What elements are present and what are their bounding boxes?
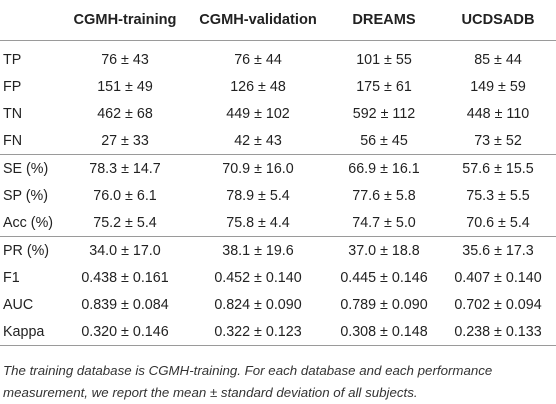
column-header-cgmh-training: CGMH-training (62, 0, 188, 41)
header-row: CGMH-training CGMH-validation DREAMS UCD… (0, 0, 556, 41)
table-row: SP (%) 76.0 ± 6.1 78.9 ± 5.4 77.6 ± 5.8 75.3… (0, 182, 556, 209)
table-cell: 0.445 ± 0.146 (340, 269, 428, 286)
table-row: TP 76 ± 43 76 ± 44 101 ± 55 85 ± 44 (0, 41, 556, 74)
table-cell: 57.6 ± 15.5 (462, 160, 534, 177)
table-row: PR (%) 34.0 ± 17.0 38.1 ± 19.6 37.0 ± 18.8 3… (0, 237, 556, 265)
table-cell: 37.0 ± 18.8 (348, 242, 420, 259)
row-label: PR (%) (3, 242, 50, 259)
table-row: TN 462 ± 68 449 ± 102 592 ± 112 448 ± 110 (0, 100, 556, 127)
table-cell: 0.452 ± 0.140 (214, 269, 302, 286)
table-cell: 0.702 ± 0.094 (454, 296, 542, 313)
table-row: SE (%) 78.3 ± 14.7 70.9 ± 16.0 66.9 ± 16.1 5… (0, 155, 556, 183)
table-cell: 38.1 ± 19.6 (222, 242, 294, 259)
row-label: FP (3, 78, 22, 95)
table-cell: 0.238 ± 0.133 (440, 318, 556, 346)
table-row: FN 27 ± 33 42 ± 43 56 ± 45 73 ± 52 (0, 127, 556, 155)
table-row: AUC 0.839 ± 0.084 0.824 ± 0.090 0.789 ± 0.0… (0, 291, 556, 318)
table-cell: 0.824 ± 0.090 (214, 296, 302, 313)
table-cell: 34.0 ± 17.0 (89, 242, 161, 259)
table-cell: 0.320 ± 0.146 (62, 318, 188, 346)
table-cell: 77.6 ± 5.8 (352, 187, 416, 204)
table-cell: 175 ± 61 (356, 78, 412, 95)
column-header-cgmh-validation: CGMH-validation (188, 0, 328, 41)
table-cell: 126 ± 48 (230, 78, 286, 95)
table-cell: 35.6 ± 17.3 (462, 242, 534, 259)
table-cell: 75.3 ± 5.5 (466, 187, 530, 204)
table-cell: 0.308 ± 0.148 (328, 318, 440, 346)
table-cell: 101 ± 55 (356, 52, 412, 68)
table-cell: 0.839 ± 0.084 (81, 296, 169, 313)
table-cell: 76 ± 43 (101, 52, 149, 68)
column-header-ucdsadb: UCDSADB (440, 0, 556, 41)
row-label: SP (%) (3, 187, 49, 204)
table-body: TP 76 ± 43 76 ± 44 101 ± 55 85 ± 44 FP 151 ± 4… (0, 41, 556, 346)
header-corner (0, 0, 62, 41)
table-cell: 592 ± 112 (352, 105, 416, 122)
table-cell: 27 ± 33 (62, 127, 188, 155)
table-cell: 151 ± 49 (97, 78, 153, 95)
table-cell: 85 ± 44 (474, 52, 522, 68)
table-cell: 74.7 ± 5.0 (328, 209, 440, 237)
table-cell: 70.6 ± 5.4 (440, 209, 556, 237)
table-header: CGMH-training CGMH-validation DREAMS UCD… (0, 0, 556, 41)
table-row: F1 0.438 ± 0.161 0.452 ± 0.140 0.445 ± 0.14… (0, 264, 556, 291)
table-cell: 448 ± 110 (466, 105, 530, 122)
table-footnote: The training database is CGMH-training. … (3, 363, 493, 400)
table-cell: 0.322 ± 0.123 (188, 318, 328, 346)
table-cell: 78.3 ± 14.7 (89, 160, 161, 177)
row-label: TP (3, 52, 22, 68)
row-label: AUC (3, 296, 34, 313)
table-row: Acc (%) 75.2 ± 5.4 75.8 ± 4.4 74.7 ± 5.0 70.… (0, 209, 556, 237)
table-cell: 75.8 ± 4.4 (188, 209, 328, 237)
table-row: FP 151 ± 49 126 ± 48 175 ± 61 149 ± 59 (0, 73, 556, 100)
table-cell: 78.9 ± 5.4 (226, 187, 290, 204)
row-label: FN (0, 127, 62, 155)
table-cell: 449 ± 102 (226, 105, 290, 122)
table-cell: 0.407 ± 0.140 (454, 269, 542, 286)
table-cell: 76 ± 44 (234, 52, 282, 68)
table-cell: 75.2 ± 5.4 (62, 209, 188, 237)
table-cell: 56 ± 45 (328, 127, 440, 155)
row-label: F1 (3, 269, 20, 286)
row-label: Acc (%) (0, 209, 62, 237)
table-cell: 70.9 ± 16.0 (222, 160, 294, 177)
row-label: SE (%) (3, 160, 49, 177)
table-cell: 42 ± 43 (188, 127, 328, 155)
column-header-dreams: DREAMS (328, 0, 440, 41)
table-cell: 76.0 ± 6.1 (93, 187, 157, 204)
table-cell: 66.9 ± 16.1 (348, 160, 420, 177)
table-row: Kappa 0.320 ± 0.146 0.322 ± 0.123 0.308 ± 0… (0, 318, 556, 346)
table-cell: 462 ± 68 (97, 105, 153, 122)
row-label: Kappa (0, 318, 62, 346)
table-cell: 0.789 ± 0.090 (340, 296, 428, 313)
table-cell: 0.438 ± 0.161 (81, 269, 169, 286)
table-cell: 73 ± 52 (440, 127, 556, 155)
table-cell: 149 ± 59 (470, 78, 526, 95)
results-table: CGMH-training CGMH-validation DREAMS UCD… (0, 0, 556, 346)
row-label: TN (3, 105, 23, 122)
